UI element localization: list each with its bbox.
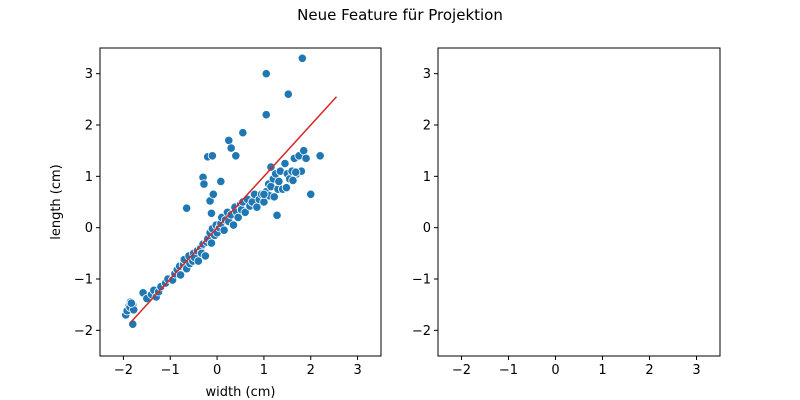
right-x-tick-label-1: −1 (499, 363, 518, 378)
left-scatter-point-97 (291, 167, 301, 177)
left-scatter-point-116 (297, 53, 307, 63)
left-scatter-point-99 (259, 189, 269, 199)
left-scatter-point-93 (315, 151, 325, 161)
left-y-axis-label: length (cm) (49, 164, 64, 240)
left-scatter-point-95 (266, 162, 276, 172)
left-x-tick-label-4: 2 (307, 363, 315, 378)
left-scatter-point-62 (240, 207, 250, 217)
right-x-tick-label-4: 2 (645, 363, 653, 378)
right-y-tick-label-2: 0 (423, 221, 431, 236)
left-x-tick-label-1: −1 (161, 363, 180, 378)
right-y-tick-label-5: 3 (423, 67, 431, 82)
left-scatter-point-100 (182, 203, 192, 213)
left-scatter-point-82 (280, 158, 290, 169)
right-y-tick-label-0: −2 (412, 324, 431, 339)
left-scatter-point-109 (224, 135, 234, 145)
left-scatter-point-24 (175, 270, 186, 280)
left-scatter-point-58 (233, 212, 243, 222)
figure-suptitle: Neue Feature für Projektion (297, 6, 503, 24)
left-x-tick-label-3: 1 (260, 363, 268, 378)
left-scatter-point-91 (301, 153, 311, 163)
left-scatter-point-108 (216, 176, 226, 187)
right-x-tick-label-5: 3 (692, 363, 700, 378)
left-scatter-point-96 (281, 183, 291, 193)
left-axes-frame (99, 47, 382, 357)
left-y-tick-label-5: 3 (85, 67, 93, 82)
left-scatter-point-42 (206, 238, 217, 248)
right-x-tick-label-2: 0 (551, 363, 559, 378)
right-x-tick-label-3: 1 (598, 363, 606, 378)
left-scatter-point-79 (274, 176, 284, 187)
left-scatter-point-92 (306, 189, 316, 199)
left-scatter-point-9 (126, 298, 136, 308)
right-axes-content: −2 −1 0 1 2 3 −2 −1 0 1 2 3 (412, 67, 701, 378)
left-scatter-point-111 (231, 151, 241, 161)
left-scatter-point-67 (252, 202, 262, 212)
left-x-axis-label: width (cm) (206, 385, 276, 400)
left-scatter-point-113 (261, 110, 271, 120)
left-axes-content: −2 −1 0 1 2 3 −2 −1 0 1 2 3 (74, 53, 362, 378)
right-axes-frame (437, 47, 721, 357)
left-fit-line (129, 96, 338, 324)
right-y-tick-label-1: −1 (412, 273, 431, 288)
left-scatter-point-105 (207, 151, 217, 161)
left-scatter-point-110 (226, 143, 236, 153)
left-scatter-point-115 (283, 89, 293, 99)
right-plot-area (438, 48, 720, 356)
left-scatter-point-112 (238, 128, 248, 138)
left-scatter-point-76 (269, 192, 279, 202)
left-scatter-point-50 (219, 225, 229, 235)
left-y-tick-label-3: 1 (85, 170, 93, 185)
left-scatter-point-55 (228, 220, 239, 230)
left-x-tick-label-2: 0 (213, 363, 221, 378)
left-scatter-point-90 (299, 146, 309, 156)
left-x-tick-label-5: 3 (353, 363, 361, 378)
left-y-tick-label-1: −1 (74, 273, 93, 288)
right-x-tick-label-0: −2 (452, 363, 471, 378)
left-scatter-point-106 (206, 208, 217, 218)
right-axes: −2 −1 0 1 2 3 −2 −1 0 1 2 3 (412, 47, 721, 378)
left-y-tick-label-2: 0 (85, 221, 93, 236)
left-scatter-point-10 (128, 319, 138, 329)
right-y-tick-label-3: 1 (423, 170, 431, 185)
left-y-tick-label-0: −2 (74, 324, 93, 339)
left-x-tick-label-0: −2 (114, 363, 133, 378)
right-y-tick-label-4: 2 (423, 119, 431, 134)
left-scatter-point-114 (261, 69, 271, 79)
left-scatter-point-107 (208, 189, 218, 199)
left-scatter-point-102 (199, 179, 209, 189)
left-scatter-point-38 (200, 251, 210, 261)
left-y-tick-label-4: 2 (85, 119, 93, 134)
left-axes: −2 −1 0 1 2 3 −2 −1 0 1 2 3 width (cm) length (cm) (49, 47, 382, 400)
left-scatter-point-98 (288, 175, 298, 186)
left-scatter-point-94 (272, 210, 282, 220)
left-scatter-point-34 (193, 256, 203, 266)
